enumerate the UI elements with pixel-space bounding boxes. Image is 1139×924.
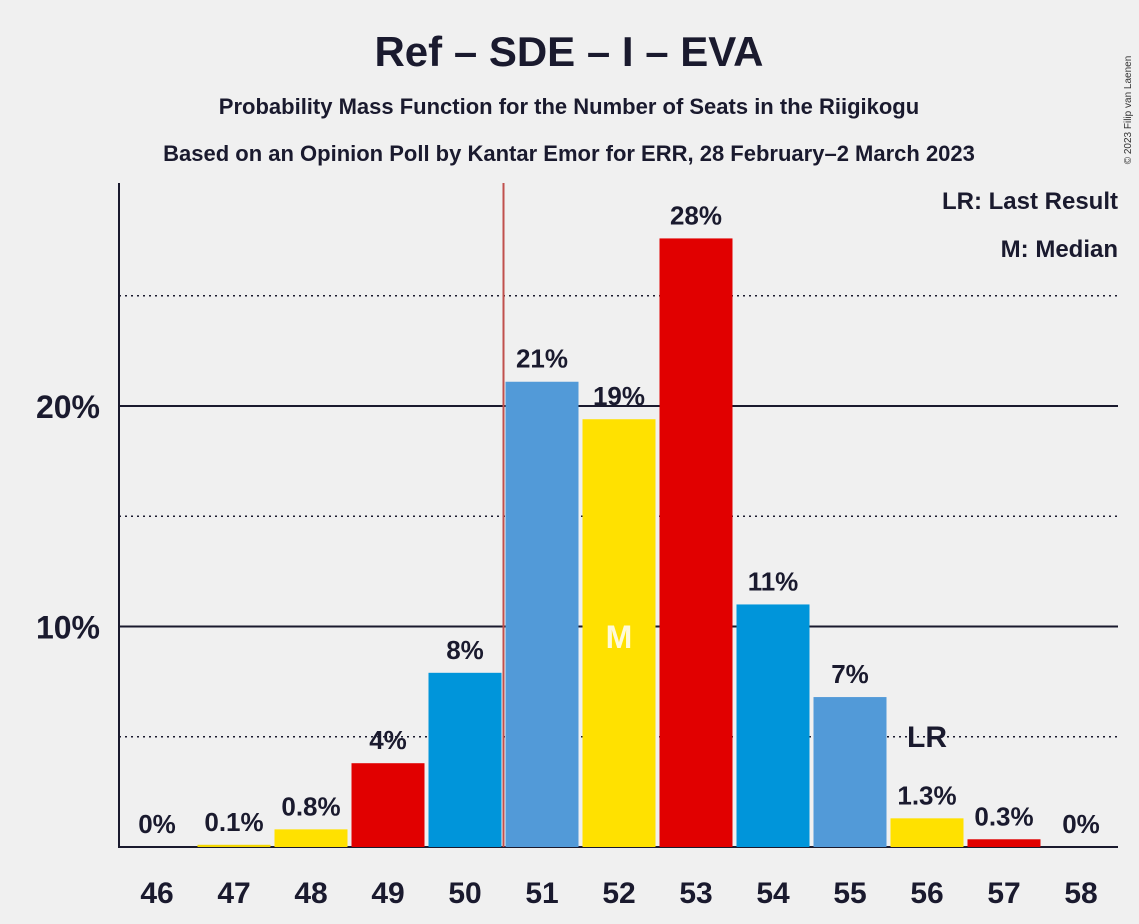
x-tick-label-57: 57 (987, 877, 1020, 910)
x-tick-label-46: 46 (140, 877, 173, 910)
data-label-46: 0% (138, 809, 176, 839)
x-tick-label-48: 48 (294, 877, 327, 910)
data-label-47: 0.1% (204, 807, 263, 837)
median-marker: M (606, 619, 633, 655)
legend-median: M: Median (1001, 236, 1118, 263)
bar-55 (813, 697, 887, 847)
y-tick-label: 10% (36, 610, 100, 646)
bar-52 (582, 419, 656, 847)
bar-54 (736, 604, 810, 847)
x-tick-label-54: 54 (756, 877, 790, 910)
data-label-54: 11% (748, 566, 799, 596)
x-tick-label-55: 55 (833, 877, 866, 910)
chart-subtitle-1: Probability Mass Function for the Number… (219, 94, 919, 119)
chart-subtitle-2: Based on an Opinion Poll by Kantar Emor … (163, 141, 975, 166)
bar-49 (351, 763, 425, 847)
x-tick-label-49: 49 (371, 877, 404, 910)
data-label-58: 0% (1062, 809, 1100, 839)
data-label-53: 28% (670, 200, 722, 230)
bar-53 (659, 238, 733, 848)
x-tick-label-56: 56 (910, 877, 943, 910)
bar-51 (505, 381, 579, 847)
x-tick-label-52: 52 (602, 877, 635, 910)
data-label-49: 4% (369, 725, 407, 755)
bar-56 (890, 818, 964, 847)
chart-title: Ref – SDE – I – EVA (374, 28, 763, 75)
x-tick-label-58: 58 (1064, 877, 1097, 910)
bars-layer (197, 238, 1041, 848)
data-label-56: 1.3% (897, 780, 956, 810)
bar-57 (967, 839, 1041, 847)
bar-48 (274, 829, 348, 847)
x-tick-label-53: 53 (679, 877, 712, 910)
data-label-48: 0.8% (281, 791, 340, 821)
copyright-text: © 2023 Filip van Laenen (1123, 56, 1134, 165)
x-tick-label-50: 50 (448, 877, 481, 910)
labels-layer: 10% 20% 0% 46 0.1% 47 0.8% 48 4% 49 8% 50 21% 51 19% 52… (36, 200, 1100, 910)
x-tick-label-47: 47 (217, 877, 250, 910)
x-tick-label-51: 51 (525, 877, 558, 910)
data-label-57: 0.3% (974, 801, 1033, 831)
legend-last-result: LR: Last Result (942, 188, 1118, 215)
bar-50 (428, 672, 502, 847)
last-result-marker: LR (907, 721, 947, 754)
bar-47 (197, 844, 271, 847)
y-tick-label: 20% (36, 389, 100, 425)
data-label-50: 8% (446, 635, 484, 665)
data-label-51: 21% (516, 344, 568, 374)
data-label-52: 19% (593, 381, 645, 411)
data-label-55: 7% (831, 659, 869, 689)
